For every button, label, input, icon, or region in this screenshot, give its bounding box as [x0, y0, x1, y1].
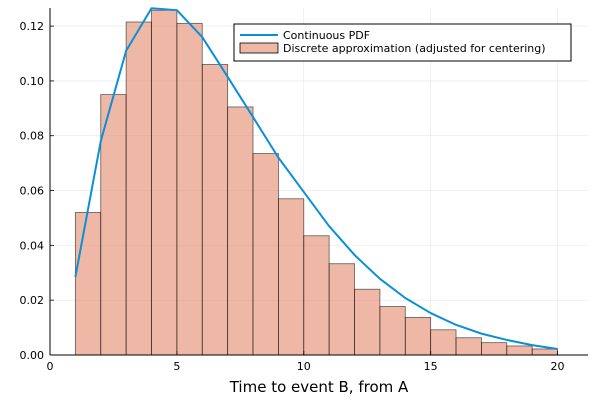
histogram-bar-15 [455, 337, 482, 356]
x-tick-label-2: 10 [297, 360, 311, 373]
y-tick-label-3: 0.06 [20, 185, 45, 198]
histogram-bar-5 [201, 64, 229, 356]
histogram-bar-11 [354, 288, 381, 356]
histogram-bar-0 [74, 212, 102, 356]
x-tick-label-3: 15 [424, 360, 438, 373]
histogram-bar-7 [252, 153, 279, 356]
histogram-bar-12 [379, 306, 406, 356]
histogram-bar-10 [328, 263, 355, 356]
histogram-bar-18 [531, 348, 558, 356]
histogram-bar-1 [100, 94, 127, 356]
histogram-bar-8 [277, 198, 305, 356]
legend-entry-pdf: Continuous PDF [283, 29, 370, 42]
y-tick-label-0: 0.00 [20, 349, 45, 362]
pdf-line-group [74, 7, 558, 350]
histogram-bars [74, 9, 558, 356]
y-tick-label-2: 0.04 [20, 239, 45, 252]
histogram-bar-16 [481, 342, 508, 356]
legend-entry-discrete: Discrete approximation (adjusted for cen… [283, 42, 546, 55]
legend: Continuous PDF Discrete approximation (a… [233, 23, 572, 62]
legend-bar-swatch [239, 42, 279, 54]
histogram-bar-2 [125, 21, 152, 356]
x-tick-label-4: 20 [551, 360, 565, 373]
histogram-bar-3 [151, 9, 178, 356]
x-tick-label-1: 5 [173, 360, 180, 373]
histogram-bar-4 [176, 22, 203, 356]
axes [49, 8, 588, 356]
x-tick-label-0: 0 [47, 360, 54, 373]
histogram-bar-17 [506, 345, 533, 356]
histogram-bar-9 [303, 235, 330, 356]
histogram-bar-14 [430, 329, 457, 356]
y-tick-label-4: 0.08 [20, 130, 45, 143]
histogram-bar-13 [404, 317, 432, 356]
legend-box [233, 23, 572, 62]
tick-labels: 0 5 10 15 20 0.00 0.02 0.04 0.06 0.08 0.10 0.12 [20, 20, 565, 373]
histogram-bar-6 [227, 106, 254, 356]
y-tick-label-6: 0.12 [20, 20, 45, 33]
x-axis-label: Time to event B, from A [229, 378, 409, 396]
y-tick-label-5: 0.10 [20, 75, 45, 88]
pdf-line [74, 7, 558, 350]
y-tick-label-1: 0.02 [20, 294, 45, 307]
